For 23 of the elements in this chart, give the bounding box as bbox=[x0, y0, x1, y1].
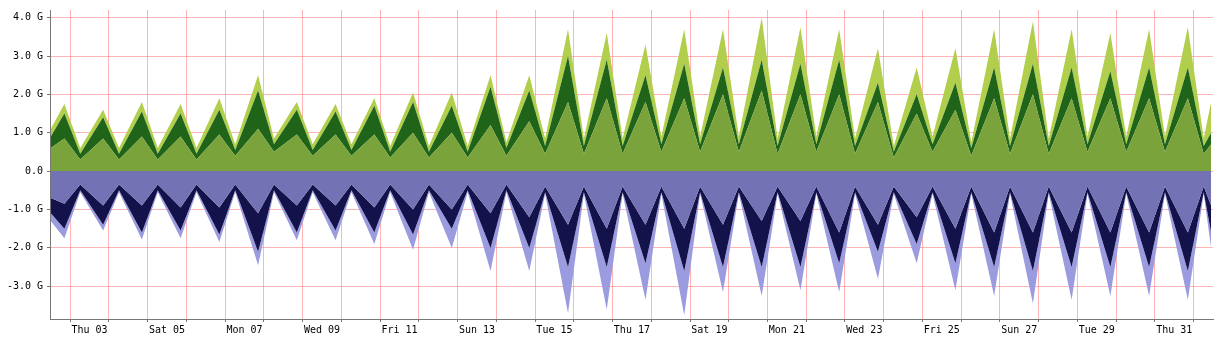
y-tick-label: 4.0 G bbox=[12, 11, 43, 23]
x-tick-label: Mon 07 bbox=[226, 323, 263, 335]
y-tick-label: 1.0 G bbox=[12, 126, 43, 138]
y-tick-label: 2.0 G bbox=[12, 87, 43, 99]
x-tick-label: Thu 31 bbox=[1156, 323, 1193, 335]
x-tick-label: Sat 19 bbox=[691, 323, 728, 335]
x-tick-label: Wed 09 bbox=[303, 323, 341, 335]
x-tick-label: Thu 03 bbox=[71, 323, 108, 335]
y-tick-label: 0.0 bbox=[24, 164, 43, 176]
y-tick-label: -3.0 G bbox=[6, 279, 43, 291]
x-tick-label: Mon 21 bbox=[768, 323, 805, 335]
x-tick-label: Fri 25 bbox=[923, 323, 960, 335]
x-tick-label: Wed 23 bbox=[846, 323, 883, 335]
y-tick-label: 3.0 G bbox=[12, 49, 43, 61]
y-tick-label: -2.0 G bbox=[6, 241, 43, 253]
x-tick-label: Tue 15 bbox=[536, 323, 573, 335]
x-tick-label: Sun 27 bbox=[1001, 323, 1038, 335]
x-tick-label: Fri 11 bbox=[381, 323, 418, 335]
y-tick-label: -1.0 G bbox=[6, 203, 43, 215]
x-tick-label: Sat 05 bbox=[148, 323, 186, 335]
x-tick-label: Sun 13 bbox=[458, 323, 496, 335]
x-tick-label: Thu 17 bbox=[613, 323, 650, 335]
x-tick-label: Tue 29 bbox=[1078, 323, 1115, 335]
